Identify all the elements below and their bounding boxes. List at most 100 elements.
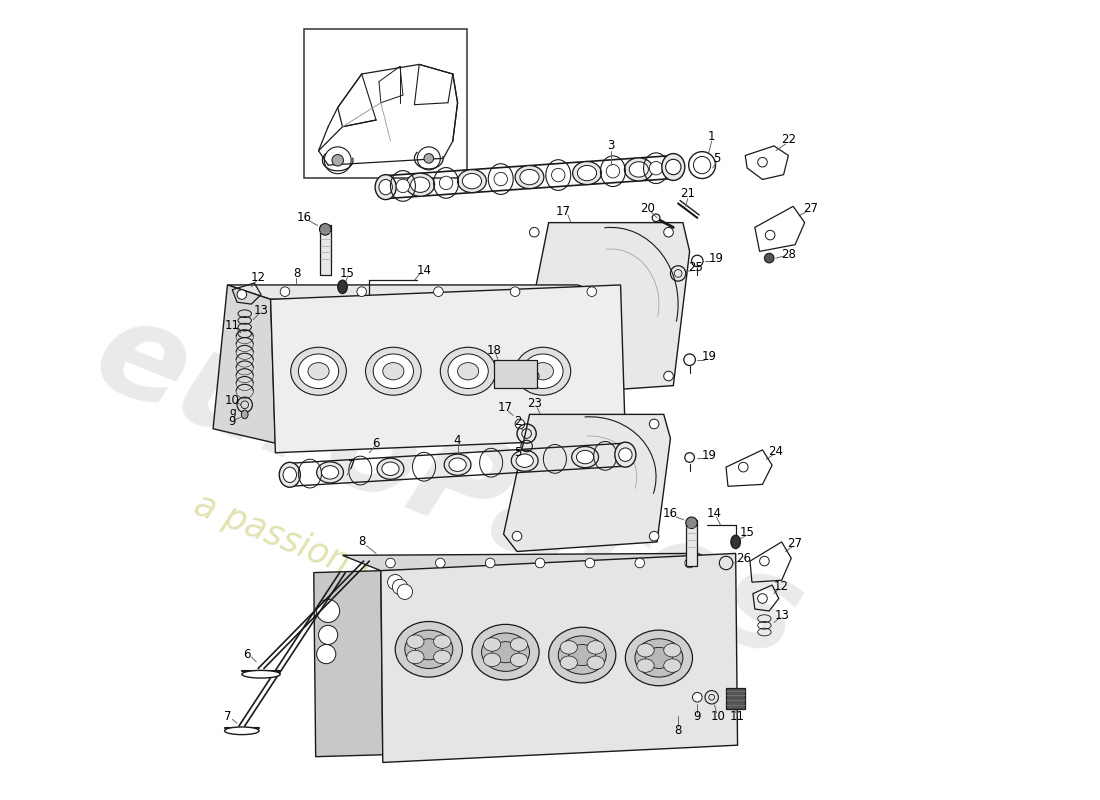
Ellipse shape xyxy=(373,354,414,389)
Ellipse shape xyxy=(637,659,654,672)
Ellipse shape xyxy=(532,362,553,380)
Ellipse shape xyxy=(626,630,693,686)
Ellipse shape xyxy=(520,170,539,185)
Circle shape xyxy=(760,556,769,566)
Circle shape xyxy=(663,227,673,237)
Ellipse shape xyxy=(549,627,616,683)
Text: 19: 19 xyxy=(710,251,724,265)
Circle shape xyxy=(764,254,774,263)
Text: 27: 27 xyxy=(788,538,803,550)
Text: 12: 12 xyxy=(774,579,789,593)
Bar xyxy=(319,226,331,275)
Text: 4: 4 xyxy=(454,434,461,446)
Circle shape xyxy=(436,558,446,568)
Ellipse shape xyxy=(484,638,500,651)
Ellipse shape xyxy=(290,347,346,395)
Ellipse shape xyxy=(298,354,339,389)
Polygon shape xyxy=(342,554,736,570)
Ellipse shape xyxy=(492,642,519,662)
Text: 1: 1 xyxy=(708,130,715,143)
Circle shape xyxy=(513,531,521,541)
Circle shape xyxy=(585,558,595,568)
Text: 16: 16 xyxy=(663,506,678,520)
Text: 7: 7 xyxy=(223,710,231,723)
Ellipse shape xyxy=(662,154,685,181)
Ellipse shape xyxy=(365,347,421,395)
Ellipse shape xyxy=(458,170,486,193)
Circle shape xyxy=(332,154,343,166)
Text: 14: 14 xyxy=(417,264,431,277)
Text: 18: 18 xyxy=(486,344,502,357)
Ellipse shape xyxy=(635,638,683,677)
Ellipse shape xyxy=(578,166,596,181)
Ellipse shape xyxy=(242,670,280,678)
Circle shape xyxy=(317,645,336,664)
Polygon shape xyxy=(314,570,383,757)
Ellipse shape xyxy=(395,622,462,677)
Circle shape xyxy=(510,287,520,297)
Ellipse shape xyxy=(449,458,466,471)
Text: 19: 19 xyxy=(702,350,716,363)
Circle shape xyxy=(536,558,544,568)
Ellipse shape xyxy=(515,166,543,189)
Ellipse shape xyxy=(551,168,565,182)
Text: 11: 11 xyxy=(730,710,745,723)
Circle shape xyxy=(758,594,768,603)
Circle shape xyxy=(280,287,289,297)
Text: 15: 15 xyxy=(340,267,354,280)
Text: 13: 13 xyxy=(774,610,789,622)
Ellipse shape xyxy=(396,179,409,193)
Ellipse shape xyxy=(317,462,343,483)
Circle shape xyxy=(758,158,768,167)
Text: 6: 6 xyxy=(372,437,379,450)
Ellipse shape xyxy=(321,466,339,479)
Ellipse shape xyxy=(283,467,297,482)
Ellipse shape xyxy=(646,647,672,669)
Ellipse shape xyxy=(410,177,430,192)
Circle shape xyxy=(485,558,495,568)
Ellipse shape xyxy=(407,635,424,648)
Text: 17: 17 xyxy=(556,205,571,218)
Ellipse shape xyxy=(576,450,594,464)
Text: 12: 12 xyxy=(251,270,265,284)
Ellipse shape xyxy=(472,624,539,680)
Ellipse shape xyxy=(625,158,653,181)
Ellipse shape xyxy=(510,638,528,651)
Polygon shape xyxy=(517,222,690,395)
Circle shape xyxy=(356,287,366,297)
Circle shape xyxy=(397,584,412,599)
Text: 11: 11 xyxy=(224,318,240,332)
Ellipse shape xyxy=(433,650,451,664)
Text: 5: 5 xyxy=(713,152,721,165)
Ellipse shape xyxy=(572,446,598,468)
Circle shape xyxy=(635,558,645,568)
Ellipse shape xyxy=(440,347,496,395)
Circle shape xyxy=(685,517,697,529)
Bar xyxy=(305,29,468,178)
Ellipse shape xyxy=(484,653,500,666)
Bar xyxy=(726,688,745,709)
Ellipse shape xyxy=(382,462,399,475)
Circle shape xyxy=(387,574,403,590)
Polygon shape xyxy=(504,414,670,551)
Ellipse shape xyxy=(663,659,681,672)
Ellipse shape xyxy=(338,280,348,294)
Text: 3: 3 xyxy=(607,139,615,153)
Circle shape xyxy=(666,159,681,174)
Ellipse shape xyxy=(573,162,602,185)
Ellipse shape xyxy=(494,172,507,186)
Ellipse shape xyxy=(405,630,453,669)
Circle shape xyxy=(649,419,659,429)
Ellipse shape xyxy=(379,179,393,195)
Text: 9: 9 xyxy=(229,414,236,427)
Ellipse shape xyxy=(510,653,528,666)
Ellipse shape xyxy=(448,354,488,389)
Circle shape xyxy=(693,693,702,702)
Text: 15: 15 xyxy=(739,526,755,539)
Circle shape xyxy=(685,558,694,568)
Ellipse shape xyxy=(569,645,595,666)
Text: 20: 20 xyxy=(640,202,654,214)
Ellipse shape xyxy=(462,174,482,189)
Text: 6: 6 xyxy=(243,647,251,661)
Ellipse shape xyxy=(522,354,563,389)
